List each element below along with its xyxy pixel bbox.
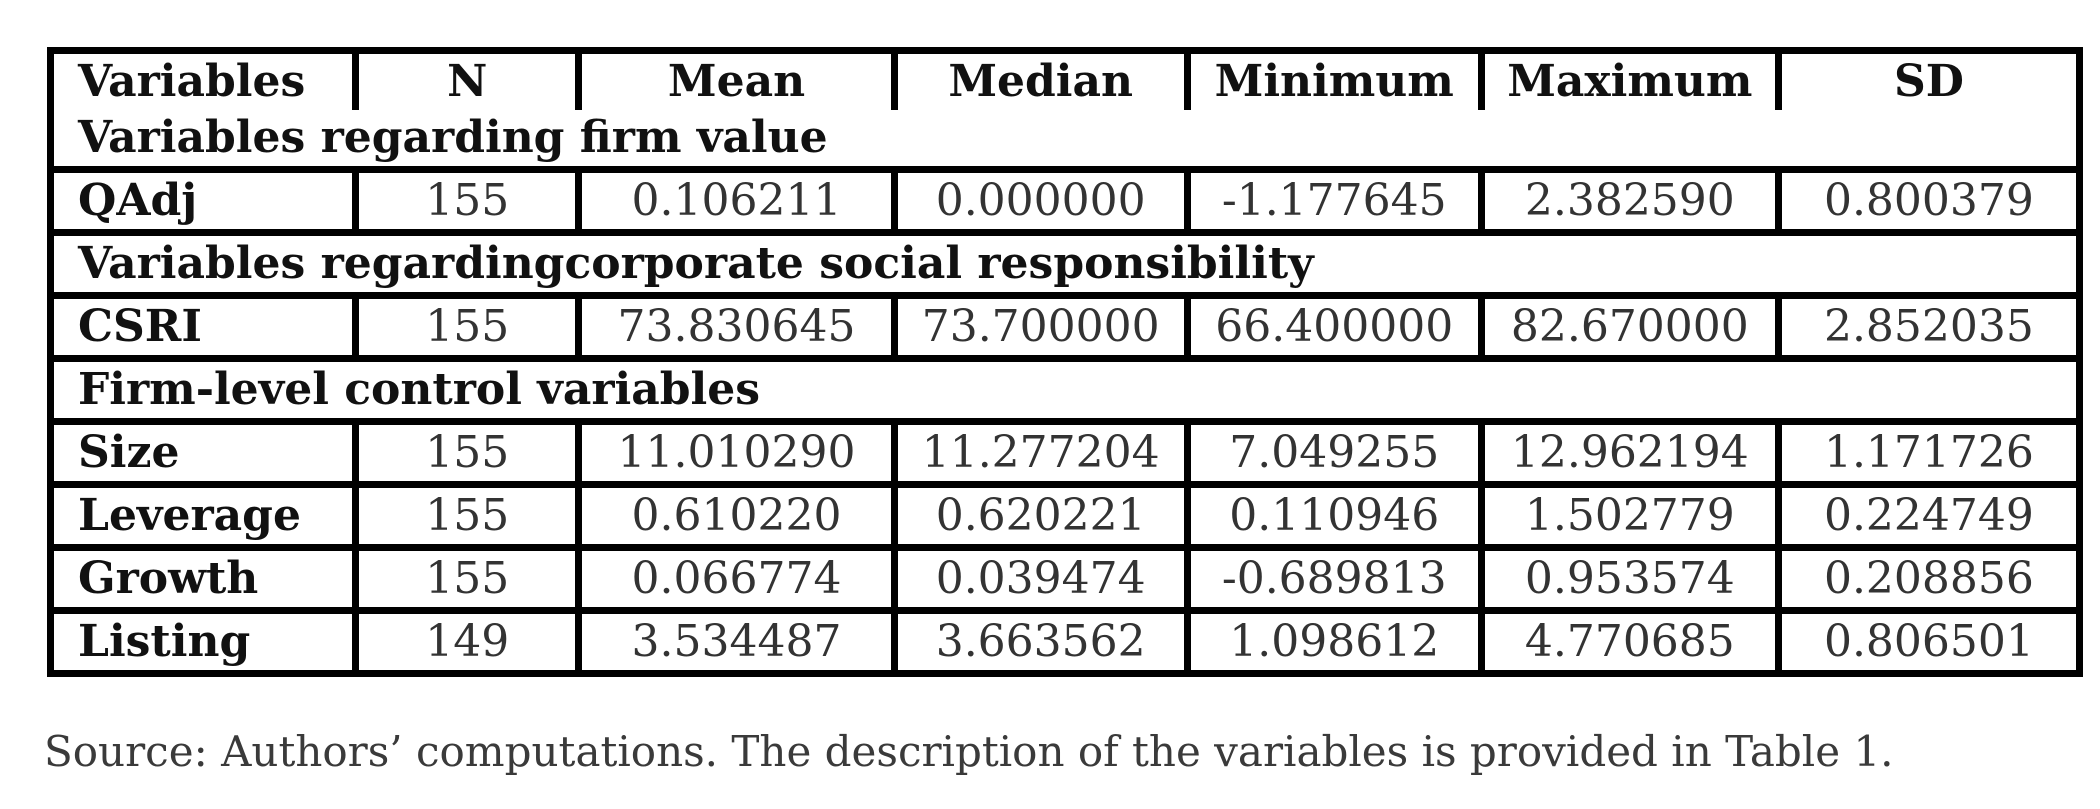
cell-n: 155 — [359, 551, 583, 614]
cell-sd: 0.800379 — [1781, 173, 2076, 236]
header-median: Median — [898, 54, 1191, 110]
cell-n: 155 — [359, 299, 583, 362]
cell-minimum: 66.400000 — [1190, 299, 1485, 362]
section-title-csr: Variables regardingcorporate social resp… — [54, 236, 2076, 299]
cell-maximum: 82.670000 — [1484, 299, 1782, 362]
cell-median: 0.039474 — [897, 551, 1191, 614]
cell-maximum: 0.953574 — [1484, 551, 1782, 614]
cell-maximum: 4.770685 — [1485, 614, 1782, 670]
table-row: Size 155 11.010290 11.277204 7.049255 12… — [54, 425, 2076, 488]
section-row: Variables regarding firm value — [54, 110, 2076, 173]
cell-median: 3.663562 — [898, 614, 1191, 670]
table-row: Leverage 155 0.610220 0.620221 0.110946 … — [54, 488, 2076, 551]
cell-median: 0.620221 — [897, 488, 1191, 551]
cell-median: 73.700000 — [897, 299, 1191, 362]
section-title-firm-value: Variables regarding firm value — [54, 110, 2076, 173]
cell-minimum: 1.098612 — [1191, 614, 1485, 670]
row-label: Leverage — [54, 488, 360, 551]
table-row: Growth 155 0.066774 0.039474 -0.689813 0… — [54, 551, 2076, 614]
cell-sd: 2.852035 — [1781, 299, 2076, 362]
source-note: Source: Authors’ computations. The descr… — [44, 727, 1894, 776]
cell-sd: 0.806501 — [1823, 616, 2034, 667]
row-label: Listing — [54, 614, 360, 670]
cell-mean: 73.830645 — [582, 299, 898, 362]
cell-sd: 0.224749 — [1781, 488, 2076, 551]
table-row: CSRI 155 73.830645 73.700000 66.400000 8… — [54, 299, 2076, 362]
cell-minimum: 0.110946 — [1190, 488, 1485, 551]
cell-n: 155 — [359, 425, 583, 488]
table-header-row: Variables N Mean Median Minimum Maximum … — [54, 54, 2076, 110]
cell-minimum: 7.049255 — [1190, 425, 1485, 488]
row-label: Size — [54, 425, 360, 488]
cell-mean: 0.106211 — [582, 173, 898, 236]
descriptive-statistics-table: Variables N Mean Median Minimum Maximum … — [47, 47, 2083, 677]
header-minimum: Minimum — [1191, 54, 1485, 110]
header-n: N — [359, 54, 583, 110]
cell-maximum: 2.382590 — [1484, 173, 1782, 236]
cell-sd: 0.208856 — [1781, 551, 2076, 614]
cell-minimum: -0.689813 — [1190, 551, 1485, 614]
cell-sd: 1.171726 — [1781, 425, 2076, 488]
cell-mean: 3.534487 — [582, 614, 898, 670]
cell-n: 155 — [359, 488, 583, 551]
row-label: QAdj — [54, 173, 360, 236]
row-label: Growth — [54, 551, 360, 614]
cell-median: 0.000000 — [897, 173, 1191, 236]
cell-mean: 0.610220 — [582, 488, 898, 551]
section-title-control-variables: Firm-level control variables — [54, 362, 2076, 425]
header-maximum: Maximum — [1485, 54, 1782, 110]
cell-median: 11.277204 — [897, 425, 1191, 488]
cell-n: 155 — [359, 173, 583, 236]
cell-minimum: -1.177645 — [1190, 173, 1485, 236]
table-row: QAdj 155 0.106211 0.000000 -1.177645 2.3… — [54, 173, 2076, 236]
header-variables: Variables — [54, 54, 360, 110]
table-row: Listing 149 3.534487 3.663562 1.098612 4… — [54, 614, 2076, 670]
cell-mean: 0.066774 — [582, 551, 898, 614]
header-mean: Mean — [582, 54, 898, 110]
cell-mean: 11.010290 — [582, 425, 898, 488]
section-row: Firm-level control variables — [54, 362, 2076, 425]
header-sd: SD — [1893, 56, 1964, 107]
row-label: CSRI — [54, 299, 360, 362]
cell-n: 149 — [359, 614, 583, 670]
cell-maximum: 12.962194 — [1484, 425, 1782, 488]
section-row: Variables regardingcorporate social resp… — [54, 236, 2076, 299]
cell-maximum: 1.502779 — [1484, 488, 1782, 551]
